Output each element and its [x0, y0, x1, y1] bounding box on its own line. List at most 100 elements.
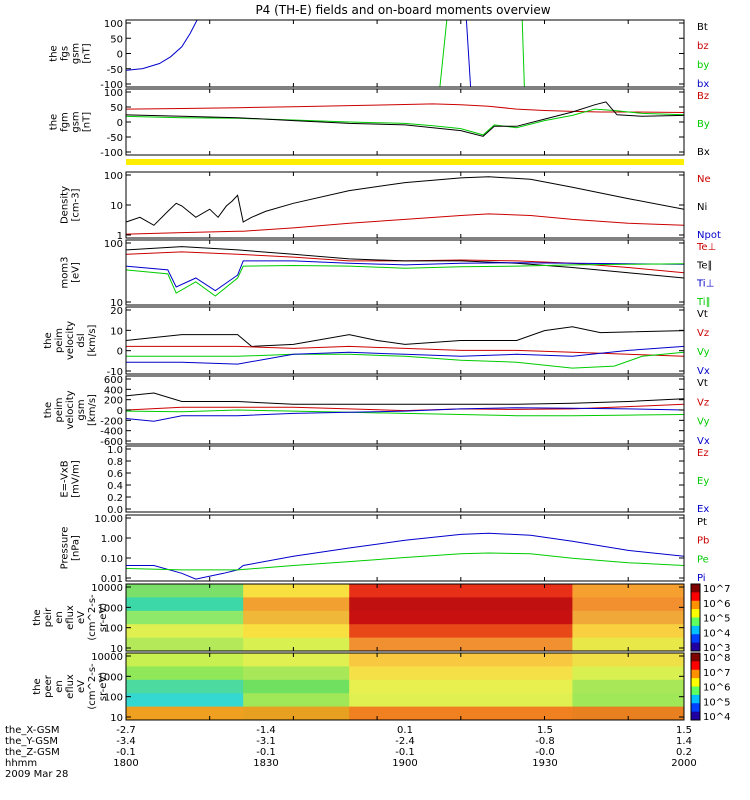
y-tick-label: 100 — [104, 624, 123, 635]
y-axis-label: [eV] — [71, 262, 82, 283]
x-axis-value: -2.4 — [395, 736, 415, 747]
y-tick-label: -50 — [107, 65, 123, 76]
heatmap-cell — [349, 679, 573, 694]
legend-label: Bz — [697, 91, 709, 102]
panel-5: Vt Vz Vy Vx 20 10 0 -10 the peim velocity dsl [km/s] — [43, 306, 710, 378]
panel-1: Bt bz by bx 100 50 0 -50 -100 the fgs gsm [nT] — [49, 19, 710, 91]
y-axis-label: the — [32, 678, 43, 694]
y-tick-label: 0.01 — [101, 574, 123, 585]
legend-label: Pi — [697, 573, 706, 584]
y-axis-label: mom3 — [60, 257, 71, 289]
x-axis-value: -0.1 — [256, 747, 276, 758]
legend-label: Bx — [697, 147, 710, 158]
series-line — [126, 345, 684, 365]
heatmap-cell — [126, 584, 244, 598]
x-axis-value: 1930 — [532, 758, 557, 769]
heatmap-cell — [349, 693, 573, 708]
y-tick-label: 0 — [117, 50, 123, 61]
series-line — [126, 403, 684, 412]
y-tick-label: 0.10 — [101, 554, 123, 565]
colorbar-segment — [691, 609, 700, 618]
series-line — [521, 20, 525, 87]
y-axis-label: peim — [54, 397, 65, 422]
heatmap-cell — [126, 597, 244, 612]
y-tick-label: 600 — [104, 375, 123, 386]
y-axis-label: dsl — [76, 333, 87, 347]
heatmap-cell — [572, 693, 685, 708]
heatmap-cell — [126, 610, 244, 625]
heatmap-cell — [126, 693, 244, 708]
panel-10: 10^8 10^7 10^6 10^5 10^4 10000 1000 100 10 the pee… — [32, 652, 730, 724]
y-tick-label: 400 — [104, 385, 123, 396]
y-tick-label: 200 — [104, 396, 123, 407]
figure-title: P4 (TH-E) fields and on-board moments ov… — [255, 3, 550, 17]
y-axis-label: Pressure — [60, 527, 71, 570]
y-axis-label: en — [54, 680, 65, 693]
series-line — [126, 532, 684, 580]
colorbar-segment — [691, 634, 700, 644]
y-tick-label: -200 — [100, 416, 123, 427]
series-line — [465, 20, 472, 87]
colorbar-segment — [691, 686, 700, 696]
x-axis-row-label: hhmm — [5, 758, 37, 769]
y-axis-label: sr-eV) — [98, 603, 109, 632]
y-tick-label: -50 — [107, 133, 123, 144]
series-line — [126, 176, 684, 226]
y-axis-label: the — [49, 45, 60, 61]
panel-frame — [125, 88, 685, 156]
heatmap-cell — [572, 610, 685, 625]
legend-label: Vy — [697, 417, 710, 428]
colorbar-segment — [691, 694, 700, 704]
x-axis-value: 1.5 — [676, 725, 692, 736]
series-line — [126, 103, 684, 113]
y-tick-label: 100 — [104, 693, 123, 704]
panel-frame — [125, 375, 685, 445]
colorbar-segment — [691, 592, 700, 602]
x-axis-value: -0.0 — [535, 747, 555, 758]
series-line — [126, 409, 684, 417]
x-axis-row-label: the_X-GSM — [5, 725, 59, 736]
colorbar-segment — [691, 669, 700, 679]
y-tick-label: 1.00 — [101, 534, 123, 545]
y-axis-label: [nT] — [82, 112, 93, 132]
y-axis-label: [km/s] — [87, 394, 98, 426]
colorbar-tick-label: 10^5 — [703, 697, 730, 708]
y-axis-label: gsm — [76, 399, 87, 420]
heatmap-cell — [243, 693, 350, 708]
y-axis-label: en — [54, 611, 65, 624]
panel-4: Te⊥ Te∥ Ti⊥ Ti∥ 100 10 mom3 [eV] — [60, 239, 717, 309]
legend-label: Pb — [697, 536, 709, 547]
colorbar-tick-label: 10^3 — [703, 643, 730, 654]
series-line — [126, 20, 198, 71]
y-axis-label: (cm^2-s- — [87, 663, 98, 710]
y-tick-label: -10 — [107, 367, 123, 378]
series-line — [126, 213, 684, 235]
y-tick-label: 10 — [110, 713, 123, 724]
series-line — [126, 552, 684, 571]
y-tick-label: 10000 — [91, 583, 123, 594]
heatmap-cell — [572, 653, 685, 667]
colorbar-tick-label: 10^4 — [703, 712, 730, 723]
heatmap-cell — [572, 666, 685, 681]
y-tick-label: 1.0 — [107, 445, 123, 456]
x-axis-value: -0.1 — [395, 747, 415, 758]
colorbar-segment — [691, 584, 700, 593]
series-line — [126, 246, 684, 279]
series-line — [126, 260, 684, 292]
y-tick-label: -600 — [100, 437, 123, 448]
heatmap-cell — [572, 706, 685, 721]
heatmap-cell — [243, 679, 350, 694]
legend-label: Vz — [697, 397, 709, 408]
heatmap-cell — [243, 666, 350, 681]
legend-label: Te⊥ — [696, 242, 716, 253]
series-line — [126, 407, 684, 422]
panel-frame — [125, 514, 685, 582]
heatmap-cell — [243, 597, 350, 612]
x-axis-value: 1.4 — [676, 736, 692, 747]
y-tick-label: 0.6 — [107, 469, 123, 480]
legend-label: by — [697, 60, 709, 71]
panel-frame — [125, 652, 685, 721]
legend-label: Vz — [697, 328, 709, 339]
y-axis-label: the — [43, 402, 54, 418]
